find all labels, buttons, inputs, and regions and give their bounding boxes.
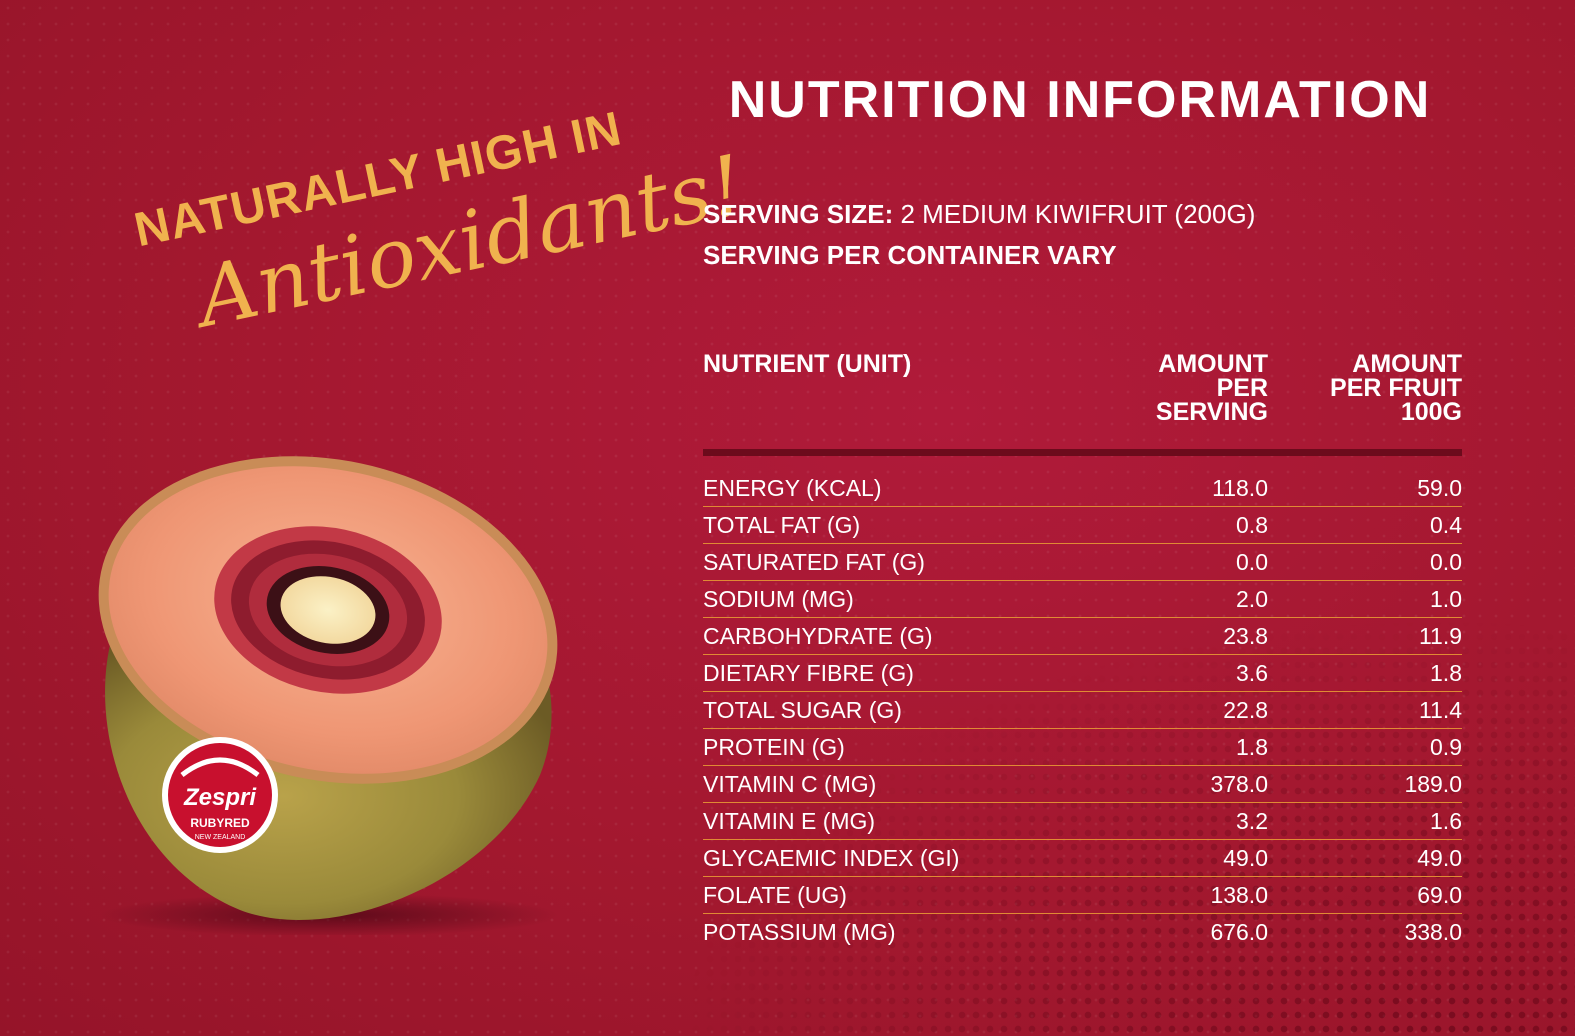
nutrient-name: DIETARY FIBRE (G)	[703, 660, 914, 686]
column-header-per-100g-line: PER FRUIT	[1330, 374, 1462, 402]
amount-per-100g: 1.0	[1430, 586, 1462, 612]
amount-per-100g: 189.0	[1404, 771, 1462, 797]
amount-per-serving: 22.8	[1223, 697, 1268, 723]
nutrient-name: VITAMIN E (MG)	[703, 808, 876, 834]
column-header-nutrient: NUTRIENT (UNIT)	[703, 350, 912, 378]
nutrient-name: CARBOHYDRATE (G)	[703, 623, 933, 649]
amount-per-serving: 0.0	[1236, 549, 1268, 575]
table-row: VITAMIN E (MG) 3.2 1.6	[703, 803, 1462, 840]
amount-per-serving: 49.0	[1223, 845, 1268, 871]
serving-size-value: 2 MEDIUM KIWIFRUIT (200G)	[900, 199, 1256, 229]
amount-per-100g: 0.9	[1430, 734, 1462, 760]
table-row: TOTAL FAT (G) 0.8 0.4	[703, 507, 1462, 544]
amount-per-100g: 1.6	[1430, 808, 1462, 834]
table-row: VITAMIN C (MG) 378.0 189.0	[703, 766, 1462, 803]
nutrient-name: SATURATED FAT (G)	[703, 549, 925, 575]
brand-variety: RUBYRED	[190, 816, 250, 830]
amount-per-serving: 676.0	[1210, 919, 1268, 945]
amount-per-serving: 378.0	[1210, 771, 1268, 797]
nutrient-name: TOTAL SUGAR (G)	[703, 697, 902, 723]
amount-per-100g: 69.0	[1417, 882, 1462, 908]
table-row: CARBOHYDRATE (G) 23.8 11.9	[703, 618, 1462, 655]
table-row: GLYCAEMIC INDEX (GI) 49.0 49.0	[703, 840, 1462, 877]
column-header-per-serving-line: SERVING	[1155, 398, 1268, 426]
amount-per-serving: 3.6	[1236, 660, 1268, 686]
page-title: NUTRITION INFORMATION	[728, 71, 1432, 129]
nutrient-name: POTASSIUM (MG)	[703, 919, 896, 945]
amount-per-100g: 0.4	[1430, 512, 1462, 538]
nutrient-name: FOLATE (UG)	[703, 882, 847, 908]
table-row: POTASSIUM (MG) 676.0 338.0	[703, 914, 1462, 950]
table-row: ENERGY (KCAL) 118.0 59.0	[703, 470, 1462, 507]
table-row: SATURATED FAT (G) 0.0 0.0	[703, 544, 1462, 581]
amount-per-100g: 11.4	[1418, 697, 1462, 723]
amount-per-serving: 3.2	[1236, 808, 1268, 834]
column-header-per-100g-line: AMOUNT	[1352, 350, 1462, 378]
amount-per-100g: 11.9	[1418, 623, 1462, 649]
amount-per-serving: 23.8	[1223, 623, 1268, 649]
zespri-sticker: Zespri RUBYRED NEW ZEALAND	[162, 737, 278, 853]
column-header-per-serving-line: PER	[1216, 374, 1268, 402]
nutrient-name: SODIUM (MG)	[703, 586, 854, 612]
serving-info: SERVING SIZE: 2 MEDIUM KIWIFRUIT (200G) …	[703, 194, 1255, 276]
nutrient-name: TOTAL FAT (G)	[703, 512, 861, 538]
serving-size-line: SERVING SIZE: 2 MEDIUM KIWIFRUIT (200G)	[703, 194, 1255, 235]
kiwifruit-image: Zespri RUBYRED NEW ZEALAND	[70, 445, 560, 937]
table-row: SODIUM (MG) 2.0 1.0	[703, 581, 1462, 618]
amount-per-100g: 338.0	[1404, 919, 1462, 945]
amount-per-serving: 2.0	[1236, 586, 1268, 612]
brand-name: Zespri	[183, 784, 257, 811]
amount-per-serving: 118.0	[1212, 475, 1268, 501]
halftone-pattern	[675, 616, 1575, 1036]
nutrient-name: PROTEIN (G)	[703, 734, 845, 760]
amount-per-100g: 59.0	[1417, 475, 1462, 501]
nutrition-table: ENERGY (KCAL) 118.0 59.0 TOTAL FAT (G) 0…	[703, 470, 1462, 950]
table-row: PROTEIN (G) 1.8 0.9	[703, 729, 1462, 766]
column-header-per-100g-line: 100G	[1400, 398, 1462, 426]
amount-per-100g: 0.0	[1430, 549, 1462, 575]
serving-per-container: SERVING PER CONTAINER VARY	[703, 240, 1117, 270]
serving-size-label: SERVING SIZE:	[703, 199, 894, 229]
table-row: TOTAL SUGAR (G) 22.8 11.4	[703, 692, 1462, 729]
nutrient-name: VITAMIN C (MG)	[703, 771, 877, 797]
header-divider	[703, 449, 1462, 456]
column-header-per-serving: AMOUNT PER SERVING	[1110, 350, 1268, 426]
amount-per-serving: 0.8	[1236, 512, 1268, 538]
amount-per-serving: 138.0	[1210, 882, 1268, 908]
nutrient-name: GLYCAEMIC INDEX (GI)	[703, 845, 960, 871]
table-row: FOLATE (UG) 138.0 69.0	[703, 877, 1462, 914]
column-header-per-serving-line: AMOUNT	[1158, 350, 1268, 378]
amount-per-100g: 1.8	[1430, 660, 1462, 686]
nutrient-name: ENERGY (KCAL)	[703, 475, 882, 501]
kiwifruit-illustration: Zespri RUBYRED NEW ZEALAND	[98, 456, 560, 937]
amount-per-100g: 49.0	[1417, 845, 1462, 871]
column-header-per-100g: AMOUNT PER FRUIT 100G	[1300, 350, 1462, 426]
table-row: DIETARY FIBRE (G) 3.6 1.8	[703, 655, 1462, 692]
brand-origin: NEW ZEALAND	[195, 834, 246, 841]
amount-per-serving: 1.8	[1236, 734, 1268, 760]
